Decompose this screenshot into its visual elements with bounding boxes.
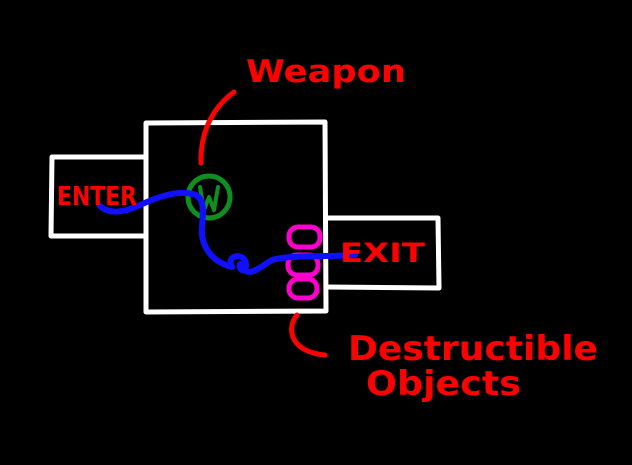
destructible-label-line2: Objects <box>366 364 521 404</box>
entrance-room <box>48 154 148 239</box>
exit-label: EXIT <box>340 238 426 269</box>
destructible-label-line1: Destructible <box>348 329 598 369</box>
destructible-object-1 <box>286 224 323 250</box>
weapon-label: Weapon <box>246 54 406 90</box>
enter-label: ENTER <box>57 182 137 212</box>
destructible-objects <box>285 224 323 301</box>
destructible-object-3 <box>286 276 320 301</box>
main-room <box>143 119 329 315</box>
rooms <box>48 119 442 315</box>
weapon-marker-circle <box>185 173 233 221</box>
exit-room <box>323 215 442 291</box>
player-path <box>97 189 358 275</box>
destructible-pointer-line <box>289 312 328 358</box>
weapon-pointer-line <box>198 89 237 166</box>
